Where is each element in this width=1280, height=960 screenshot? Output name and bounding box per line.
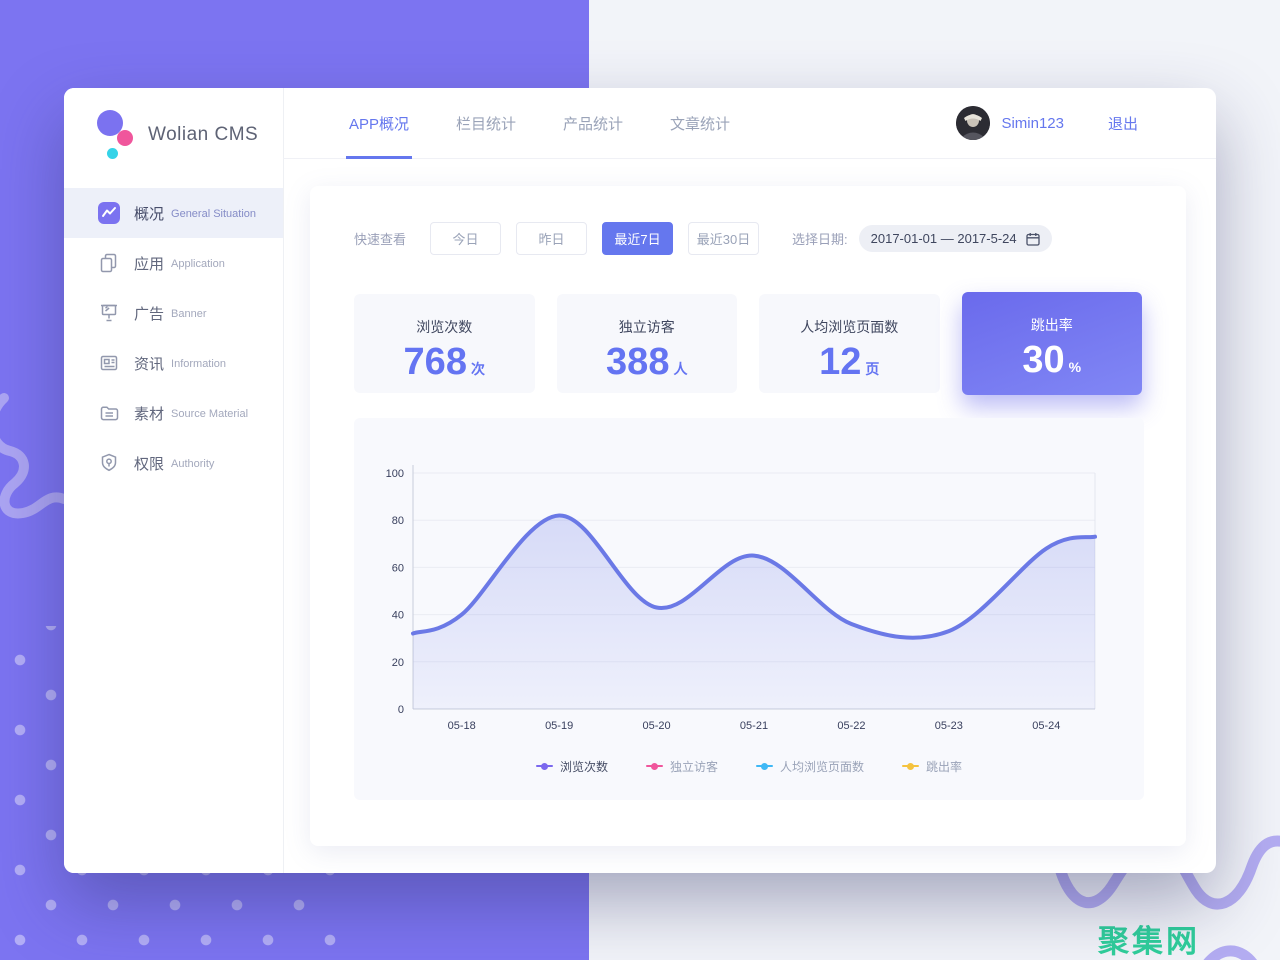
traffic-line-chart: 0 20 40 60 80 100 05-18 05-19 05-20 05-21 05-22 05-… <box>354 418 1144 800</box>
sidebar-item-label-en: Application <box>171 258 225 270</box>
legend-label: 独立访客 <box>669 759 718 774</box>
sidebar-item-label-en: General Situation <box>171 208 257 220</box>
legend-label: 人均浏览页面数 <box>780 759 865 774</box>
user-area: Simin123 退出 <box>956 106 1138 140</box>
stat-value: 388 人 <box>606 341 688 383</box>
stat-card-bounce-rate[interactable]: 跳出率 30% <box>961 292 1142 395</box>
sidebar-menu: 概况 General Situation 应用 Application 广告 B… <box>64 188 283 488</box>
calendar-icon <box>1025 232 1040 246</box>
sidebar-item-label-zh: 素材 <box>134 405 165 423</box>
legend-item-page-views[interactable]: 浏览次数 <box>535 758 608 775</box>
stat-value: 12 页 <box>819 341 880 383</box>
sidebar-item-label-zh: 应用 <box>134 255 165 273</box>
quick-filter-row: 快速查看 今日 昨日 最近7日 最近30日 选择日期: 2017-01-01 —… <box>354 222 1142 255</box>
filter-last30days-button[interactable]: 最近30日 <box>688 222 760 255</box>
corner-wave-decoration <box>1203 945 1257 960</box>
legend-marker <box>645 762 663 770</box>
date-range-picker[interactable]: 2017-01-01 — 2017-5-24 <box>858 225 1052 252</box>
legend-marker <box>902 762 920 770</box>
filter-today-button[interactable]: 今日 <box>430 222 502 255</box>
svg-text:05-23: 05-23 <box>935 720 963 732</box>
brand-name: Wolian CMS <box>148 124 259 145</box>
brand-logo: Wolian CMS <box>64 88 283 188</box>
sidebar: Wolian CMS 概况 General Situation 应用 Appli… <box>64 88 284 873</box>
svg-text:05-22: 05-22 <box>837 720 865 732</box>
sidebar-item-banner[interactable]: 广告 Banner <box>64 288 283 338</box>
stat-unit: 页 <box>865 361 880 377</box>
svg-text:05-19: 05-19 <box>545 720 573 732</box>
sidebar-item-label-en: Information <box>171 358 227 370</box>
date-range-value: 2017-01-01 — 2017-5-24 <box>870 231 1017 246</box>
legend-label: 浏览次数 <box>559 759 608 774</box>
stat-title: 浏览次数 <box>416 319 473 335</box>
svg-text:05-20: 05-20 <box>643 720 671 732</box>
stat-card-pages-per-visit[interactable]: 人均浏览页面数 12 页 <box>759 294 940 393</box>
svg-text:60: 60 <box>392 562 404 574</box>
svg-text:05-24: 05-24 <box>1032 720 1060 732</box>
date-select-label: 选择日期: <box>792 232 848 247</box>
logo-circle-pink <box>117 130 133 146</box>
stat-cards: 浏览次数 768 次 独立访客 388 人 人均浏览页面数 12 页 <box>354 292 1142 395</box>
user-name[interactable]: Simin123 <box>1001 114 1064 132</box>
legend-label: 跳出率 <box>926 759 963 774</box>
sidebar-item-general-situation[interactable]: 概况 General Situation <box>64 188 283 238</box>
svg-text:80: 80 <box>392 515 404 527</box>
sidebar-item-label-zh: 权限 <box>134 455 165 473</box>
legend-item-pages-per-visit[interactable]: 人均浏览页面数 <box>756 758 864 775</box>
svg-text:100: 100 <box>386 468 404 480</box>
svg-text:20: 20 <box>392 657 404 669</box>
folder-icon <box>97 401 121 425</box>
sidebar-item-information[interactable]: 资讯 Information <box>64 338 283 388</box>
stat-title: 跳出率 <box>1030 317 1073 333</box>
tab-column-stats[interactable]: 栏目统计 <box>456 115 517 133</box>
tab-product-stats[interactable]: 产品统计 <box>563 115 624 133</box>
overview-panel: 快速查看 今日 昨日 最近7日 最近30日 选择日期: 2017-01-01 —… <box>310 186 1186 846</box>
stat-value: 768 次 <box>403 341 485 383</box>
sidebar-item-label-en: Source Material <box>171 408 249 420</box>
svg-text:40: 40 <box>392 610 404 622</box>
chart-legend: 浏览次数 独立访客 人均浏览页面数 跳出率 <box>354 756 1144 776</box>
stat-title: 独立访客 <box>618 319 675 335</box>
watermark-text: 聚集网 <box>1098 924 1200 959</box>
sidebar-item-label-zh: 广告 <box>134 305 165 323</box>
newspaper-icon <box>97 351 121 375</box>
stat-value: 30% <box>1022 339 1082 381</box>
sidebar-item-application[interactable]: 应用 Application <box>64 238 283 288</box>
stat-unit: 次 <box>470 361 485 377</box>
user-avatar[interactable] <box>956 106 991 140</box>
stat-card-page-views[interactable]: 浏览次数 768 次 <box>354 294 535 393</box>
legend-marker <box>535 762 553 770</box>
logout-link[interactable]: 退出 <box>1107 115 1138 133</box>
logo-circle-cyan <box>107 148 118 159</box>
legend-marker <box>756 762 773 770</box>
filter-yesterday-button[interactable]: 昨日 <box>516 222 588 255</box>
legend-item-unique-visitors[interactable]: 独立访客 <box>645 758 718 775</box>
legend-item-bounce-rate[interactable]: 跳出率 <box>902 758 962 775</box>
traffic-chart-panel: 0 20 40 60 80 100 05-18 05-19 05-20 05-21 05-22 05-… <box>354 418 1144 800</box>
sidebar-item-source-material[interactable]: 素材 Source Material <box>64 388 283 438</box>
svg-text:05-18: 05-18 <box>448 720 476 732</box>
pages-icon <box>97 251 121 275</box>
trend-chart-icon <box>97 201 121 225</box>
stat-unit: 人 <box>673 361 688 377</box>
filter-last7days-button[interactable]: 最近7日 <box>602 222 674 255</box>
tab-app-overview[interactable]: APP概况 <box>345 88 413 159</box>
tab-article-stats[interactable]: 文章统计 <box>670 115 731 133</box>
sidebar-item-label-zh: 资讯 <box>134 355 165 373</box>
svg-text:0: 0 <box>398 704 404 716</box>
top-nav: APP概况 栏目统计 产品统计 文章统计 Simin123 退出 <box>283 88 1216 159</box>
sidebar-item-label-zh: 概况 <box>134 205 165 223</box>
sidebar-item-authority[interactable]: 权限 Authority <box>64 438 283 488</box>
billboard-icon <box>97 301 121 325</box>
stat-unit: % <box>1068 359 1082 375</box>
svg-text:05-21: 05-21 <box>740 720 768 732</box>
sidebar-item-label-en: Banner <box>171 308 207 320</box>
stat-title: 人均浏览页面数 <box>800 319 899 335</box>
app-window: Wolian CMS 概况 General Situation 应用 Appli… <box>64 88 1216 873</box>
shield-key-icon <box>97 451 121 475</box>
quick-view-label: 快速查看 <box>354 232 407 247</box>
stat-card-unique-visitors[interactable]: 独立访客 388 人 <box>556 294 737 393</box>
sidebar-item-label-en: Authority <box>171 458 215 470</box>
